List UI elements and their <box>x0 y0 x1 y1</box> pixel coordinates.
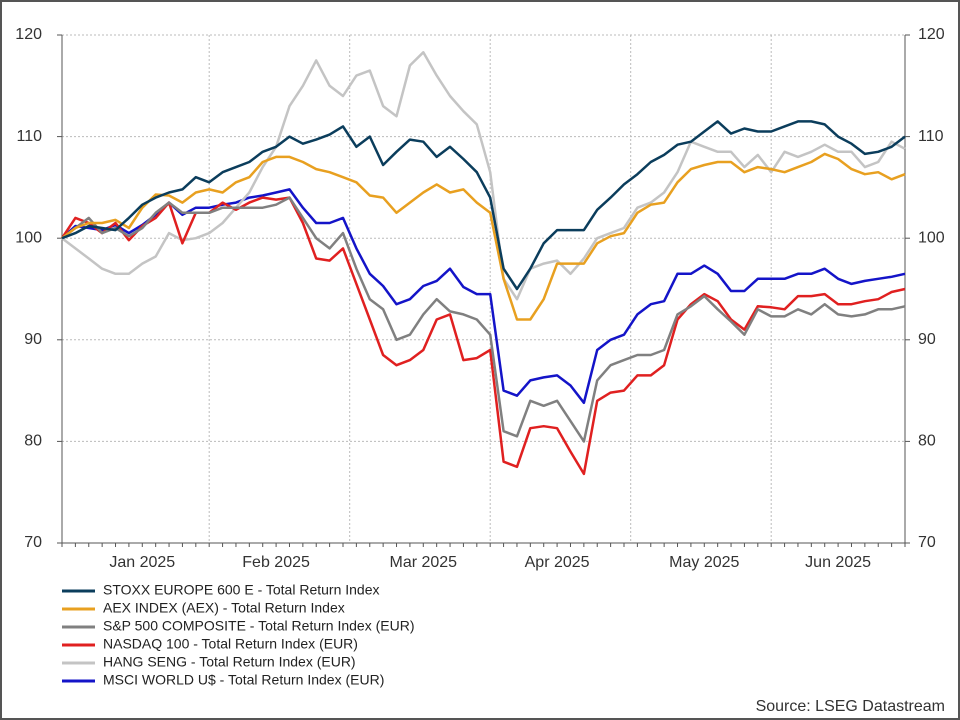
legend-label: S&P 500 COMPOSITE - Total Return Index (… <box>103 618 415 634</box>
y-tick-label: 70 <box>24 534 42 551</box>
y2-tick-label: 80 <box>918 433 936 450</box>
legend-label: AEX INDEX (AEX) - Total Return Index <box>103 600 345 616</box>
legend-label: STOXX EUROPE 600 E - Total Return Index <box>103 582 380 598</box>
x-tick-label: Mar 2025 <box>389 554 457 571</box>
y2-tick-label: 90 <box>918 331 936 348</box>
legend-label: HANG SENG - Total Return Index (EUR) <box>103 654 356 670</box>
x-tick-label: Feb 2025 <box>242 554 310 571</box>
series-line <box>61 188 906 405</box>
x-tick-label: Jan 2025 <box>109 554 175 571</box>
y-tick-label: 100 <box>15 229 42 246</box>
y-tick-label: 110 <box>16 128 42 145</box>
source: Source: LSEG Datastream <box>756 698 945 715</box>
y-tick-label: 80 <box>24 433 42 450</box>
y-tick-label: 90 <box>24 331 42 348</box>
x-tick-label: Jun 2025 <box>805 554 871 571</box>
y2-tick-label: 100 <box>918 229 945 246</box>
legend-label: MSCI WORLD U$ - Total Return Index (EUR) <box>103 672 384 688</box>
y2-tick-label: 110 <box>918 128 944 145</box>
series-line <box>61 152 906 321</box>
y-tick-label: 120 <box>15 26 42 43</box>
series-line <box>61 120 906 291</box>
y2-tick-label: 70 <box>918 534 936 551</box>
series-line <box>61 51 906 301</box>
x-tick-label: May 2025 <box>669 554 739 571</box>
y2-tick-label: 120 <box>918 26 945 43</box>
x-tick-label: Apr 2025 <box>525 554 590 571</box>
series-line <box>61 196 906 443</box>
legend-label: NASDAQ 100 - Total Return Index (EUR) <box>103 636 358 652</box>
